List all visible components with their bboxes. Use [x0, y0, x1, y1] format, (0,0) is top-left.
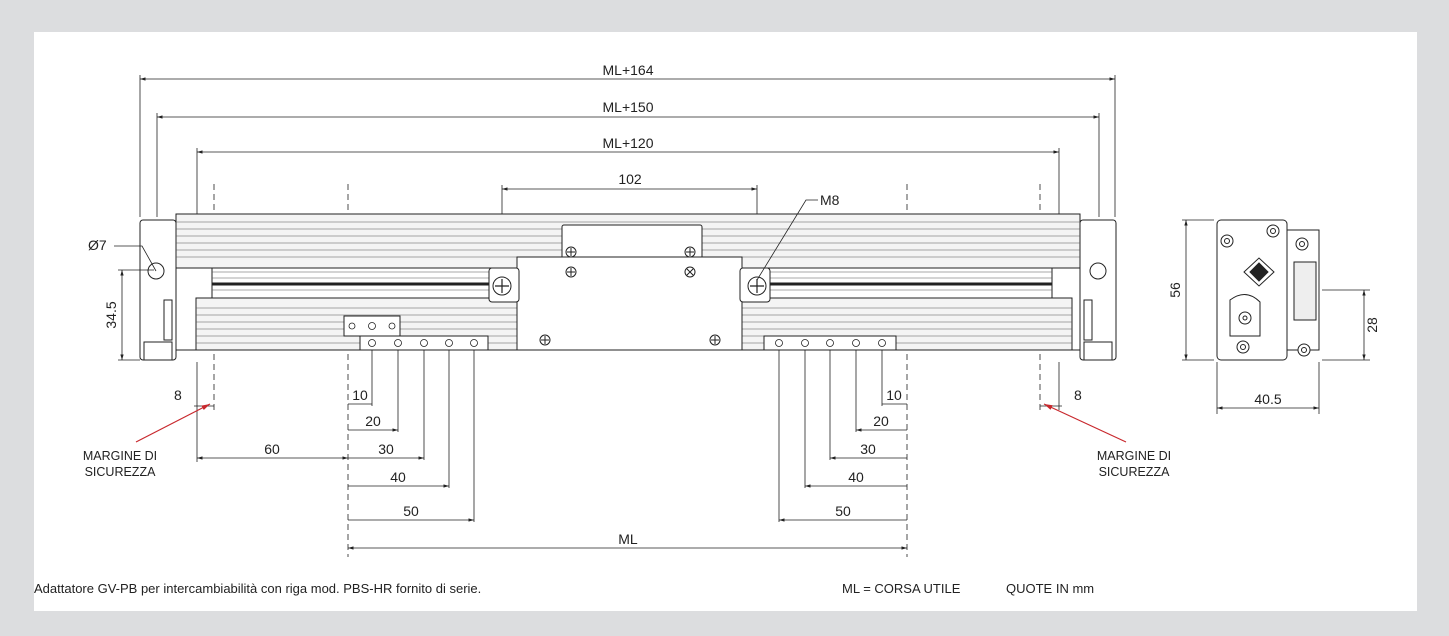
safety-margin-left-line2: SICUREZZA: [85, 465, 157, 479]
offset-60-label: 60: [264, 441, 280, 457]
right-30-label: 30: [860, 441, 876, 457]
drawing-sheet: ML+164 ML+150 ML+120 102: [34, 32, 1417, 611]
head-screws: [492, 246, 767, 346]
safety-leader-right: [1043, 403, 1127, 443]
safety-leader-left: [135, 403, 211, 443]
left-30-label: 30: [378, 441, 394, 457]
height-345-dim: [118, 269, 154, 361]
height-345-label: 34.5: [103, 301, 119, 328]
right-10-label: 10: [886, 387, 902, 403]
hole-diameter-label: Ø7: [88, 237, 107, 253]
left-10-label: 10: [352, 387, 368, 403]
right-20-label: 20: [873, 413, 889, 429]
side-height-56-label: 56: [1167, 282, 1183, 298]
safety-margin-right-line1: MARGINE DI: [1097, 449, 1171, 463]
margin-left-value: 8: [174, 387, 182, 403]
dim-ml120-label: ML+120: [603, 135, 654, 151]
left-ladder-dims: [194, 350, 475, 522]
side-view: [1216, 219, 1320, 361]
stroke-ml-label: ML: [618, 531, 638, 547]
overall-dimensions: [139, 75, 1116, 280]
reading-head: [488, 224, 771, 351]
side-height-28-label: 28: [1364, 317, 1380, 333]
safety-margin-left-line1: MARGINE DI: [83, 449, 157, 463]
footer-ml-legend: ML = CORSA UTILE: [842, 581, 961, 596]
m8-leader: [756, 199, 818, 281]
technical-drawing: ML+164 ML+150 ML+120 102: [83, 62, 1380, 557]
right-50-label: 50: [835, 503, 851, 519]
right-40-label: 40: [848, 469, 864, 485]
dim-ml164-label: ML+164: [603, 62, 654, 78]
side-dims: [1182, 219, 1370, 414]
footer-note: Adattatore GV-PB per intercambiabilità c…: [34, 581, 482, 596]
side-holes: [1220, 224, 1311, 357]
adapter-holes: [348, 322, 886, 347]
side-width-label: 40.5: [1254, 391, 1281, 407]
left-40-label: 40: [390, 469, 406, 485]
left-50-label: 50: [403, 503, 419, 519]
thread-m8-label: M8: [820, 192, 840, 208]
dim-ml150-label: ML+150: [603, 99, 654, 115]
left-20-label: 20: [365, 413, 381, 429]
safety-margin-right-line2: SICUREZZA: [1099, 465, 1171, 479]
mounting-hole-right: [1089, 262, 1107, 280]
right-ladder-dims: [778, 350, 1062, 522]
footer-units-legend: QUOTE IN mm: [1006, 581, 1095, 596]
margin-right-value: 8: [1074, 387, 1082, 403]
hole-leader: [114, 245, 157, 272]
dim-102-label: 102: [618, 171, 642, 187]
